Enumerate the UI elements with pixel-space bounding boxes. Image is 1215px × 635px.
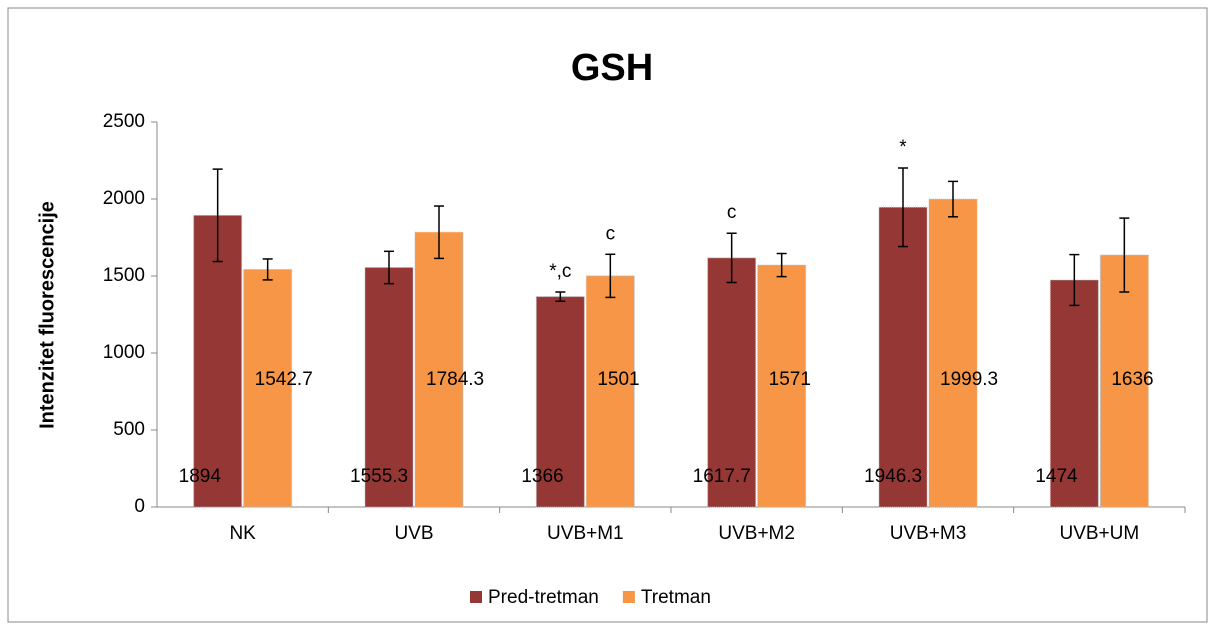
legend-swatch <box>470 591 482 603</box>
legend-label: Pred-tretman <box>488 587 599 608</box>
y-tick-label: 2500 <box>103 111 145 132</box>
legend-swatch <box>622 591 635 603</box>
x-tick-label: UVB+M3 <box>890 523 967 544</box>
y-tick-label: 500 <box>113 419 145 440</box>
annotation: *,c <box>549 261 571 282</box>
data-label: 1894 <box>179 466 222 487</box>
data-label: 1555.3 <box>350 466 408 487</box>
data-label: 1617.7 <box>693 466 751 487</box>
bar <box>757 264 807 508</box>
bar <box>1099 254 1149 508</box>
data-label: 1571 <box>769 369 811 390</box>
data-label: 1474 <box>1035 466 1078 487</box>
data-label: 1999.3 <box>940 369 998 390</box>
y-tick-label: 0 <box>134 496 145 517</box>
bar <box>364 266 414 508</box>
x-tick-label: UVB+M2 <box>718 523 795 544</box>
data-label: 1542.7 <box>255 369 313 390</box>
data-label: 1501 <box>597 369 639 390</box>
y-tick-label: 1500 <box>103 265 145 286</box>
bar <box>707 257 757 508</box>
bar <box>585 275 635 508</box>
data-label: 1366 <box>521 466 563 487</box>
legend-label: Tretman <box>641 587 711 608</box>
x-tick-label: UVB <box>394 523 433 544</box>
bar <box>243 268 293 508</box>
y-tick-label: 2000 <box>103 188 145 209</box>
annotation: c <box>727 202 737 223</box>
data-label: 1946.3 <box>864 466 922 487</box>
data-label: 1636 <box>1111 369 1153 390</box>
chart-title: GSH <box>571 47 653 89</box>
x-tick-label: UVB+M1 <box>547 523 624 544</box>
x-tick-label: NK <box>229 523 256 544</box>
y-axis-label: Intenzitet fluorescencije <box>36 201 58 429</box>
bar <box>535 296 585 508</box>
annotation: c <box>606 223 616 244</box>
bar <box>1049 279 1099 508</box>
data-label: 1784.3 <box>426 369 484 390</box>
x-tick-label: UVB+UM <box>1059 523 1139 544</box>
bar <box>878 206 928 508</box>
y-tick-label: 1000 <box>103 342 145 363</box>
bar <box>928 198 978 508</box>
annotation: * <box>899 137 907 158</box>
